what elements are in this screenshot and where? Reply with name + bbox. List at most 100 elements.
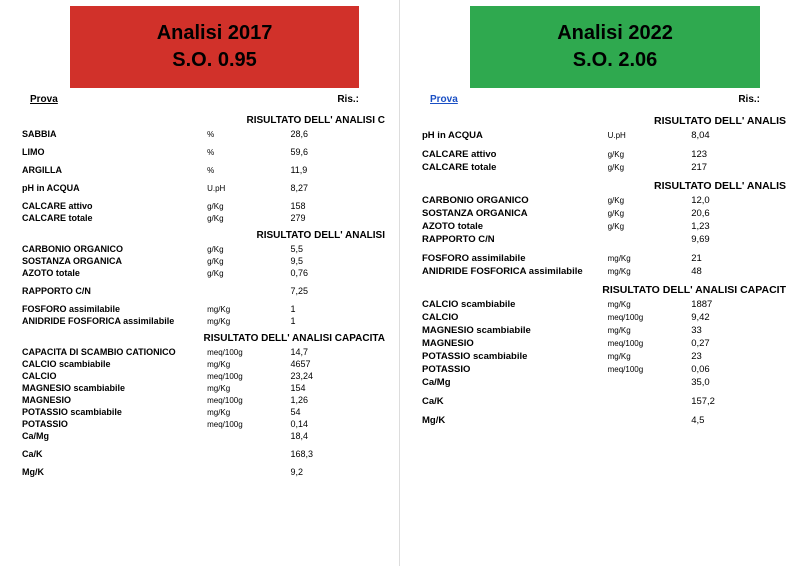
param-value: 7,25	[290, 286, 389, 296]
param-value: 1	[290, 304, 389, 314]
column-2017: Analisi 2017 S.O. 0.95 Prova Ris.: RISUL…	[0, 0, 400, 566]
param-unit: U.pH	[207, 184, 290, 193]
table-row: CARBONIO ORGANICOg/Kg5,5	[10, 243, 389, 255]
param-value: 168,3	[290, 449, 389, 459]
param-name: Ca/K	[10, 449, 207, 459]
right-sections: RISULTATO DELL' ANALIS pH in ACQUAU.pH8,0…	[410, 115, 790, 427]
table-row: ARGILLA%11,9	[10, 164, 389, 176]
param-unit: mg/Kg	[207, 305, 290, 314]
param-value: 0,76	[290, 268, 389, 278]
param-name: POTASSIO scambiabile	[410, 351, 608, 362]
param-value: 217	[691, 162, 790, 173]
section-title: RISULTATO DELL' ANALISI C	[10, 115, 389, 126]
prova-row-right: Prova Ris.:	[410, 94, 790, 105]
param-name: Mg/K	[410, 415, 608, 426]
param-value: 0,14	[290, 419, 389, 429]
param-unit: meq/100g	[207, 420, 290, 429]
table-row: Ca/Mg18,4	[10, 430, 389, 442]
param-value: 33	[691, 325, 790, 336]
param-name: POTASSIO	[10, 419, 207, 429]
param-value: 9,69	[691, 234, 790, 245]
prova-label: Prova	[30, 94, 58, 105]
table-row: ANIDRIDE FOSFORICA assimilabilemg/Kg1	[10, 315, 389, 327]
table-row: MAGNESIOmeq/100g0,27	[410, 337, 790, 350]
param-value: 1	[290, 316, 389, 326]
param-value: 157,2	[691, 396, 790, 407]
table-row: SABBIA%28,6	[10, 128, 389, 140]
table-row: CALCIOmeq/100g23,24	[10, 370, 389, 382]
param-value: 9,5	[290, 256, 389, 266]
table-row: Ca/Mg35,0	[410, 376, 790, 389]
param-name: MAGNESIO scambiabile	[10, 383, 207, 393]
table-row: MAGNESIO scambiabilemg/Kg33	[410, 324, 790, 337]
param-unit: g/Kg	[207, 202, 290, 211]
table-row: CALCIO scambiabilemg/Kg1887	[410, 298, 790, 311]
param-name: CARBONIO ORGANICO	[10, 244, 207, 254]
param-unit: g/Kg	[207, 214, 290, 223]
param-name: FOSFORO assimilabile	[10, 304, 207, 314]
param-unit: mg/Kg	[207, 317, 290, 326]
table-row: POTASSIOmeq/100g0,06	[410, 363, 790, 376]
param-value: 48	[691, 266, 790, 277]
param-unit: %	[207, 130, 290, 139]
param-name: POTASSIO scambiabile	[10, 407, 207, 417]
param-name: pH in ACQUA	[410, 130, 608, 141]
param-name: MAGNESIO scambiabile	[410, 325, 608, 336]
param-name: MAGNESIO	[410, 338, 608, 349]
table-row: AZOTO totaleg/Kg0,76	[10, 267, 389, 279]
param-name: SOSTANZA ORGANICA	[410, 208, 608, 219]
table-row: POTASSIO scambiabilemg/Kg54	[10, 406, 389, 418]
prova-row-left: Prova Ris.:	[10, 94, 389, 105]
param-name: CALCIO	[10, 371, 207, 381]
param-unit: meq/100g	[608, 313, 692, 322]
param-unit: g/Kg	[608, 150, 692, 159]
param-name: RAPPORTO C/N	[10, 286, 207, 296]
table-row: CALCARE totaleg/Kg279	[10, 212, 389, 224]
table-row: pH in ACQUAU.pH8,27	[10, 182, 389, 194]
param-unit: mg/Kg	[207, 384, 290, 393]
param-name: CALCARE totale	[410, 162, 608, 173]
header-line2: S.O. 2.06	[470, 47, 760, 74]
param-value: 1,23	[691, 221, 790, 232]
table-row: CALCARE attivog/Kg123	[410, 148, 790, 161]
param-value: 28,6	[290, 129, 389, 139]
param-value: 0,27	[691, 338, 790, 349]
table-row: pH in ACQUAU.pH8,04	[410, 129, 790, 142]
header-2017: Analisi 2017 S.O. 0.95	[70, 6, 359, 88]
param-value: 4,5	[691, 415, 790, 426]
param-unit: g/Kg	[608, 209, 692, 218]
param-name: SABBIA	[10, 129, 207, 139]
param-value: 279	[290, 213, 389, 223]
param-value: 1887	[691, 299, 790, 310]
param-unit: mg/Kg	[207, 408, 290, 417]
param-unit: meq/100g	[207, 348, 290, 357]
table-row: SOSTANZA ORGANICAg/Kg20,6	[410, 207, 790, 220]
section-title: RISULTATO DELL' ANALISI CAPACIT	[410, 284, 790, 296]
table-row: POTASSIO scambiabilemg/Kg23	[410, 350, 790, 363]
param-value: 8,04	[691, 130, 790, 141]
param-value: 5,5	[290, 244, 389, 254]
param-name: POTASSIO	[410, 364, 608, 375]
param-unit: mg/Kg	[608, 326, 692, 335]
table-row: Mg/K 4,5	[410, 414, 790, 427]
param-name: Ca/Mg	[10, 431, 207, 441]
param-value: 0,06	[691, 364, 790, 375]
param-name: ANIDRIDE FOSFORICA assimilabile	[410, 266, 608, 277]
table-row: FOSFORO assimilabilemg/Kg21	[410, 252, 790, 265]
table-row: CALCIOmeq/100g9,42	[410, 311, 790, 324]
param-name: Ca/K	[410, 396, 608, 407]
param-name: SOSTANZA ORGANICA	[10, 256, 207, 266]
table-row: FOSFORO assimilabilemg/Kg1	[10, 303, 389, 315]
param-value: 123	[691, 149, 790, 160]
section-title: RISULTATO DELL' ANALISI CAPACITA	[10, 333, 389, 344]
table-row: CALCARE attivog/Kg158	[10, 200, 389, 212]
table-row: POTASSIOmeq/100g0,14	[10, 418, 389, 430]
param-unit: g/Kg	[608, 163, 692, 172]
param-value: 12,0	[691, 195, 790, 206]
param-value: 59,6	[290, 147, 389, 157]
section-title: RISULTATO DELL' ANALIS	[410, 115, 790, 127]
header-line1: Analisi 2022	[470, 20, 760, 47]
param-name: FOSFORO assimilabile	[410, 253, 608, 264]
param-value: 11,9	[290, 165, 389, 175]
table-row: RAPPORTO C/N 7,25	[10, 285, 389, 297]
